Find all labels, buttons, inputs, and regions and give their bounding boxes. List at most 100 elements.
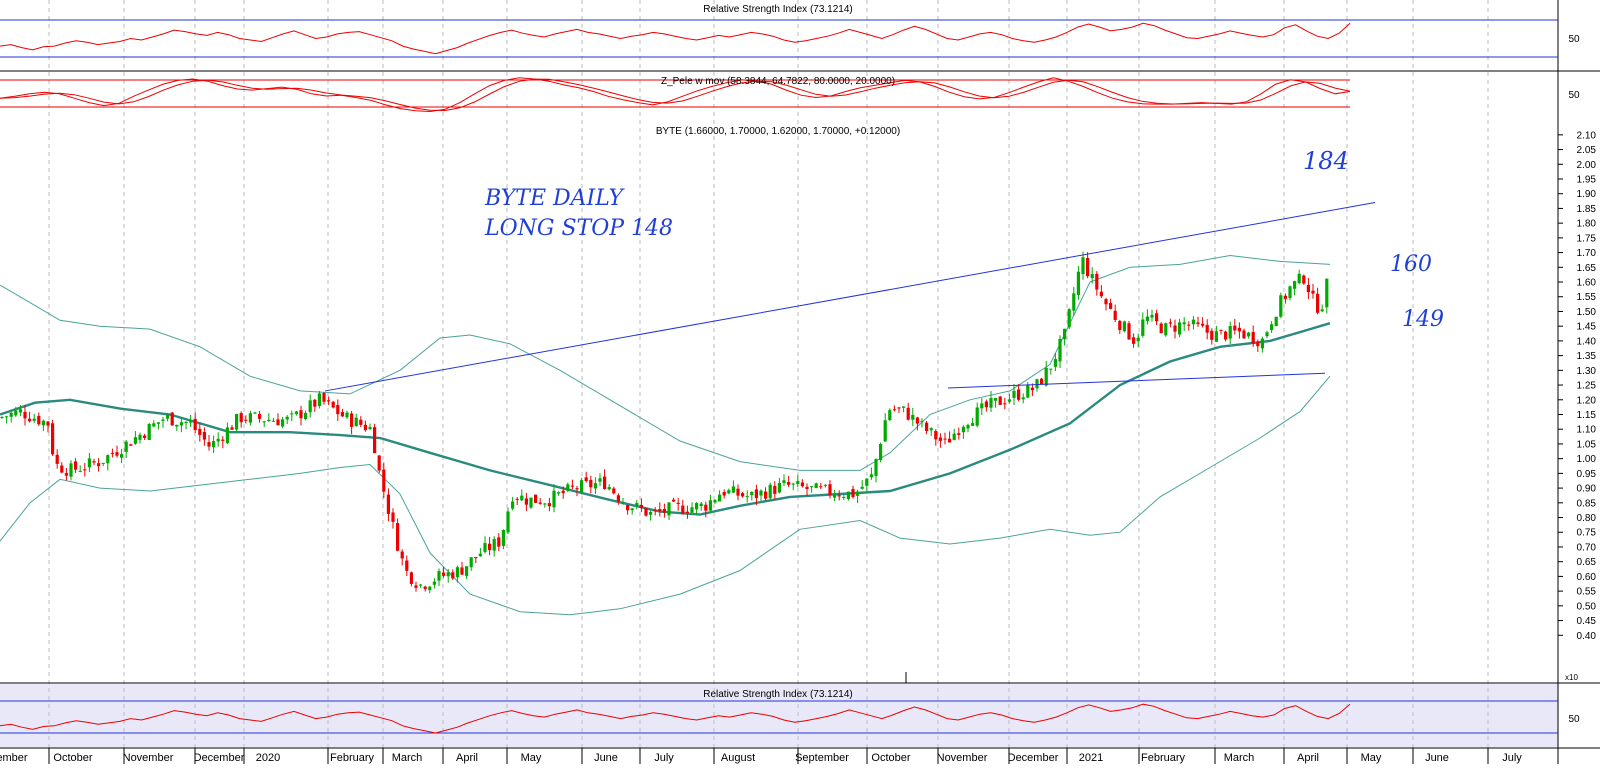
- candle: [396, 518, 400, 552]
- candle: [828, 480, 832, 499]
- zpele-tick: 50: [1568, 90, 1580, 101]
- candle: [1099, 285, 1103, 299]
- candle: [506, 507, 510, 535]
- candle: [101, 462, 105, 467]
- candle: [488, 537, 492, 556]
- candle: [322, 392, 326, 405]
- candle: [110, 448, 114, 458]
- candle: [810, 485, 814, 493]
- candle: [570, 479, 574, 490]
- candle: [1256, 339, 1260, 352]
- candle: [1214, 325, 1218, 342]
- candle: [989, 390, 993, 412]
- candle: [492, 536, 496, 557]
- candle: [635, 499, 639, 510]
- candle: [331, 401, 335, 409]
- candle: [520, 489, 524, 502]
- candle: [409, 571, 413, 587]
- annotation-184: 184: [1303, 147, 1349, 175]
- candle: [221, 436, 225, 449]
- candle: [74, 458, 78, 473]
- candlesticks: [0, 251, 1329, 594]
- candle: [713, 499, 717, 504]
- candle: [138, 432, 142, 444]
- candle: [400, 549, 404, 566]
- candle: [764, 487, 768, 502]
- candle: [1081, 251, 1085, 280]
- candle: [198, 423, 202, 442]
- candle: [69, 460, 73, 481]
- y-tick-label: 0.80: [1577, 513, 1597, 524]
- candle: [639, 498, 643, 512]
- x-tick-label: 2020: [256, 752, 280, 764]
- candle: [925, 421, 929, 435]
- candle: [1067, 308, 1071, 330]
- candle: [235, 413, 239, 433]
- candle: [405, 555, 409, 577]
- x-tick-label: September: [795, 752, 849, 764]
- candle: [359, 416, 363, 428]
- y-tick-label: 2.00: [1577, 160, 1597, 171]
- candle: [437, 568, 441, 587]
- candle: [285, 415, 289, 425]
- zpele-line-slow: [0, 78, 1351, 112]
- y-tick-label: 1.80: [1577, 219, 1597, 230]
- candle: [1003, 397, 1007, 410]
- candle: [722, 489, 726, 499]
- candle: [984, 399, 988, 412]
- candle: [511, 496, 515, 511]
- candle: [547, 497, 551, 512]
- candle: [741, 491, 745, 498]
- rsi-bottom-background: [0, 684, 1558, 747]
- rsi-bottom-title: Relative Strength Index (73.1214): [703, 689, 853, 700]
- y-tick-label: 1.20: [1577, 395, 1597, 406]
- candle: [230, 424, 234, 430]
- candle: [1155, 309, 1159, 326]
- candle: [64, 468, 68, 481]
- candle: [244, 415, 248, 424]
- candle: [216, 432, 220, 447]
- x-tick-label: November: [123, 752, 174, 764]
- candle: [51, 419, 55, 456]
- candle: [727, 488, 731, 495]
- candle: [1145, 309, 1149, 325]
- candle: [1104, 297, 1108, 311]
- candle: [1044, 360, 1048, 387]
- candle: [202, 427, 206, 446]
- candle: [649, 510, 653, 521]
- candle: [5, 415, 9, 424]
- y-tick-label: 0.50: [1577, 601, 1597, 612]
- candle: [1233, 318, 1237, 335]
- candle: [423, 585, 427, 592]
- zpele-title: Z_Pele w mov (58.3844, 64.7822, 80.0000,…: [661, 76, 895, 87]
- candle: [745, 490, 749, 503]
- y-tick-label: 0.85: [1577, 498, 1597, 509]
- candle: [262, 420, 266, 428]
- candle: [874, 458, 878, 483]
- candle: [603, 469, 607, 490]
- candle: [1141, 312, 1145, 338]
- trendline: [324, 202, 1376, 392]
- x-tick-label: October: [871, 752, 910, 764]
- annotation-byte-daily: BYTE DAILY: [484, 186, 625, 211]
- candle: [667, 501, 671, 521]
- candle: [837, 490, 841, 501]
- y-tick-label: 1.65: [1577, 263, 1597, 274]
- candle: [948, 431, 952, 443]
- candle: [805, 483, 809, 496]
- candle: [124, 439, 128, 458]
- candle: [377, 454, 381, 473]
- candle: [451, 569, 455, 581]
- trendline: [947, 372, 1326, 389]
- candle: [1164, 322, 1168, 337]
- candle: [483, 536, 487, 554]
- candle: [543, 502, 547, 508]
- candle: [92, 458, 96, 466]
- candle: [327, 396, 331, 405]
- candle: [529, 497, 533, 509]
- candle: [1030, 383, 1034, 397]
- x-tick-label: July: [1502, 752, 1522, 764]
- candle: [920, 418, 924, 428]
